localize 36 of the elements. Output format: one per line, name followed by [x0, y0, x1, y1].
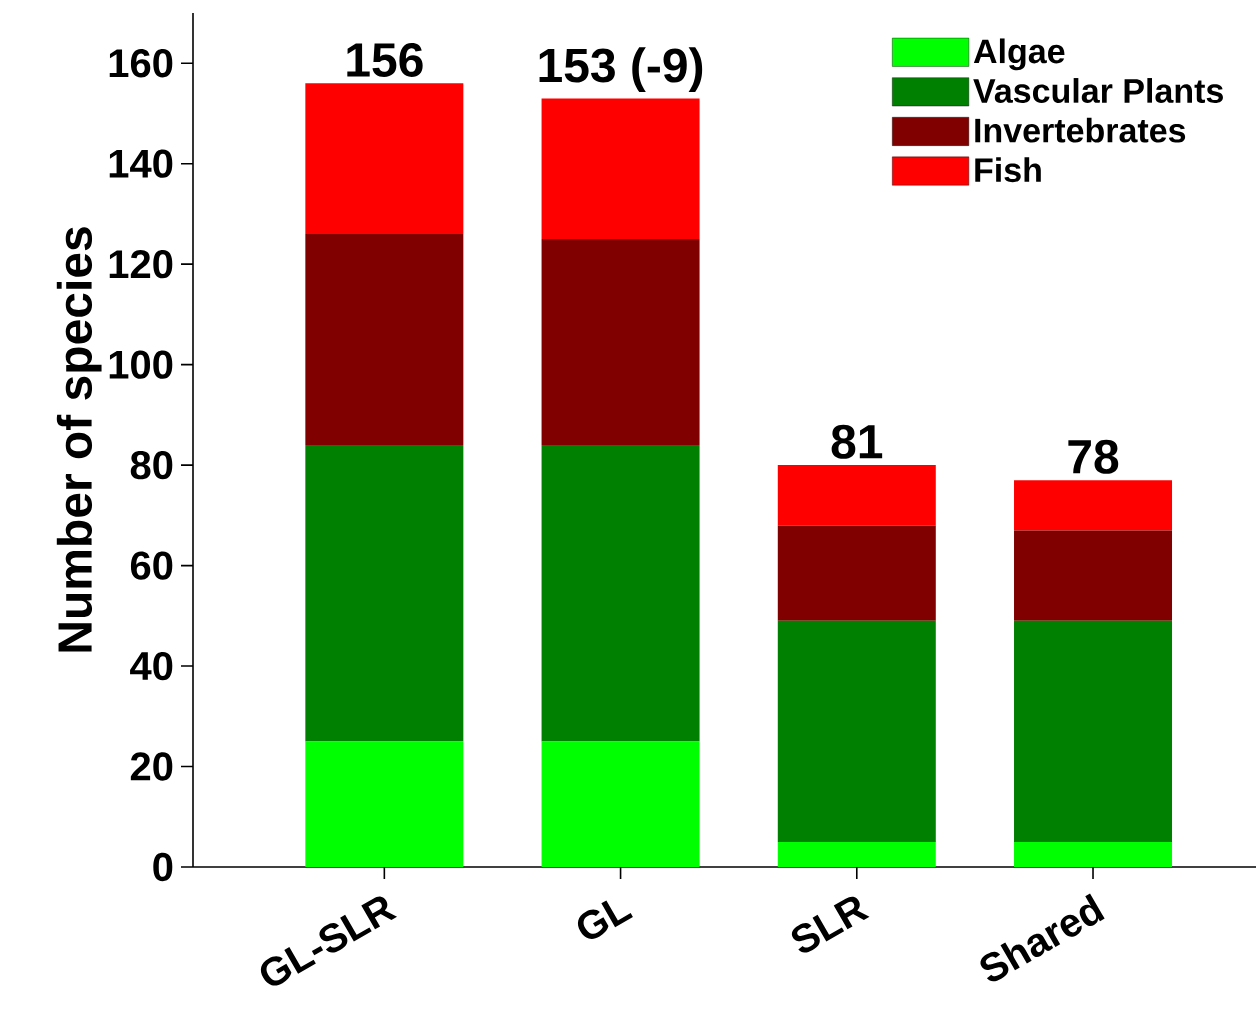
y-tick-label: 80 [130, 450, 173, 480]
total-label: 81 [831, 424, 883, 459]
y-tick-label: 120 [109, 250, 173, 279]
total-label: 156 [347, 42, 423, 77]
y-tick-label: 140 [109, 149, 173, 178]
bar [1014, 480, 1173, 531]
x-tick-label: GL [577, 900, 633, 939]
legend-label: Vascular Plants [973, 78, 1223, 104]
legend-label: Algae [973, 38, 1065, 71]
bar [541, 741, 700, 867]
y-tick-label: 100 [109, 350, 173, 379]
y-tick-label: 160 [109, 49, 173, 78]
legend-label: Invertebrates [975, 117, 1186, 143]
bar [305, 741, 464, 867]
bar [541, 445, 700, 742]
bar [1014, 841, 1173, 867]
bar [305, 445, 464, 742]
y-tick-label: 20 [130, 752, 173, 781]
bar [777, 525, 936, 621]
x-tick-label: SLR [791, 896, 870, 953]
y-tick-label: 60 [130, 551, 173, 580]
bar [777, 465, 936, 526]
bar [777, 841, 936, 867]
y-tick-label: 0 [153, 852, 173, 882]
bar [777, 620, 936, 842]
bar [1014, 530, 1173, 621]
total-label: 78 [1068, 439, 1119, 474]
y-axis-title: Number of species [56, 227, 102, 652]
bar [305, 234, 464, 446]
total-label: 153 (-9) [539, 47, 703, 92]
bar [541, 98, 700, 240]
bar [305, 83, 464, 235]
bar [541, 239, 700, 446]
bar [1014, 620, 1173, 842]
legend-label: Fish [975, 157, 1041, 183]
y-tick-label: 40 [130, 651, 173, 681]
